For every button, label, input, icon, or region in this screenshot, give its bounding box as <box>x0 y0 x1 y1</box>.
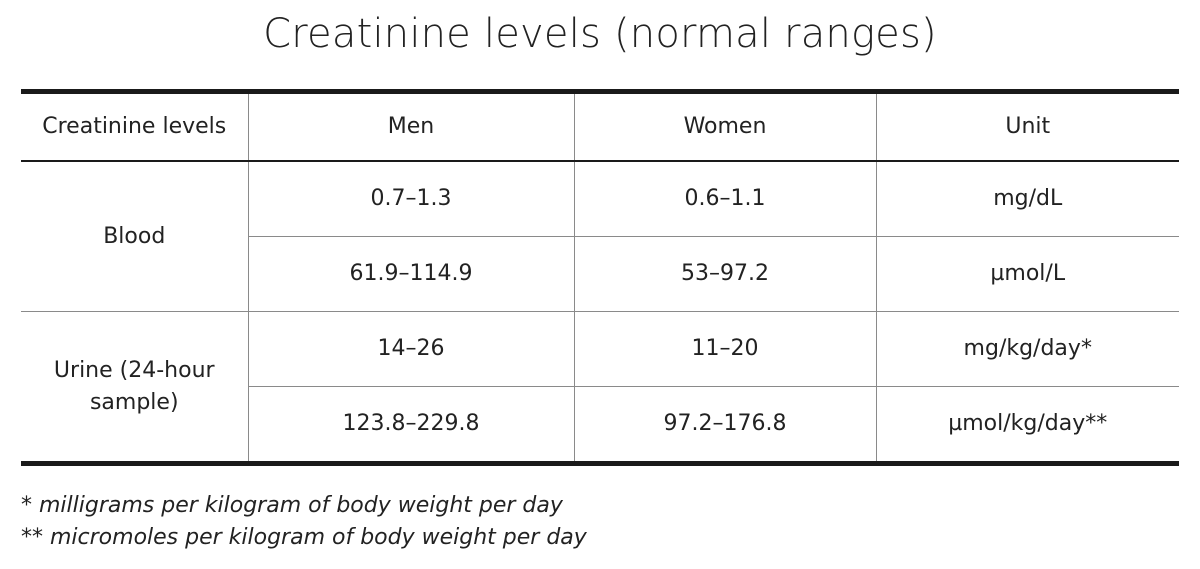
cell-unit: µmol/kg/day** <box>875 386 1179 464</box>
page-title: Creatinine levels (normal ranges) <box>263 11 937 57</box>
creatinine-table: Creatinine levels Men Women Unit Blood 0… <box>21 89 1179 466</box>
cell-women: 11–20 <box>573 311 876 387</box>
cell-women: 53–97.2 <box>573 236 876 312</box>
header-women: Women <box>573 91 876 162</box>
cell-men: 0.7–1.3 <box>247 161 574 237</box>
cell-men: 14–26 <box>247 311 574 387</box>
cell-unit: µmol/L <box>875 236 1179 312</box>
group-label-urine: Urine (24-hour sample) <box>53 357 215 415</box>
creatinine-table-container: Creatinine levels Men Women Unit Blood 0… <box>21 89 1179 466</box>
table-row: Blood 0.7–1.3 0.6–1.1 mg/dL <box>21 161 1179 312</box>
header-men: Men <box>247 91 574 162</box>
table-row: Urine (24-hour sample) 14–26 11–20 mg/kg… <box>21 311 1179 415</box>
cell-men: 123.8–229.8 <box>247 386 574 464</box>
table-row: 123.8–229.8 97.2–176.8 µmol/kg/day** <box>21 386 1179 464</box>
header-unit: Unit <box>875 91 1179 162</box>
cell-men: 61.9–114.9 <box>247 236 574 312</box>
footnotes: * milligrams per kilogram of body weight… <box>21 490 587 554</box>
group-label-blood: Blood <box>21 161 248 312</box>
cell-women: 0.6–1.1 <box>573 161 876 237</box>
table-row: 61.9–114.9 53–97.2 µmol/L <box>21 236 1179 312</box>
cell-unit: mg/dL <box>875 161 1179 237</box>
table-header-row: Creatinine levels Men Women Unit <box>21 91 1179 162</box>
footnote-double-asterisk: ** micromoles per kilogram of body weigh… <box>21 525 587 550</box>
cell-unit: mg/kg/day* <box>875 311 1179 387</box>
header-creatinine-levels: Creatinine levels <box>21 91 248 162</box>
cell-women: 97.2–176.8 <box>573 386 876 464</box>
footnote-single-asterisk: * milligrams per kilogram of body weight… <box>21 493 563 518</box>
